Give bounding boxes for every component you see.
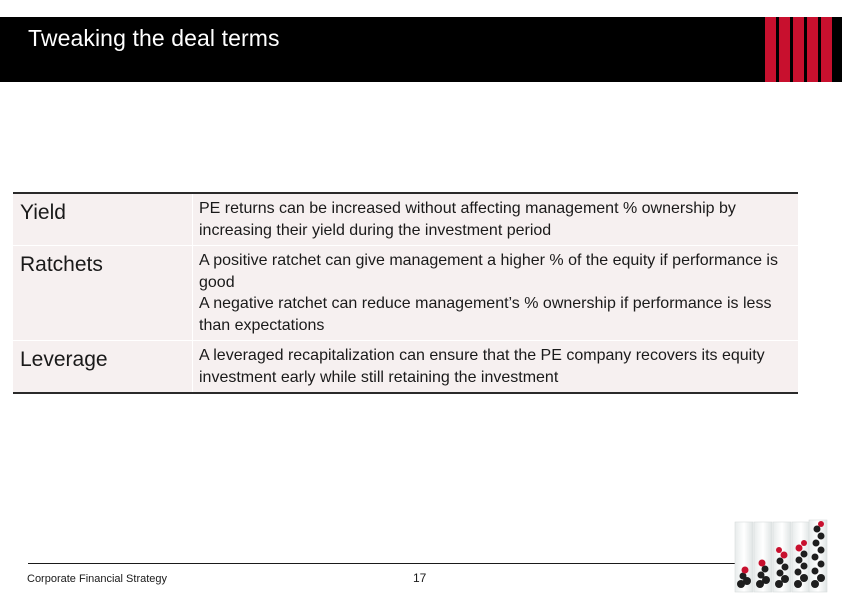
description-text: PE returns can be increased without affe… — [199, 200, 736, 239]
logo-bars — [765, 17, 833, 82]
logo-bar — [779, 17, 790, 82]
deal-terms-table: Yield PE returns can be increased withou… — [13, 192, 798, 394]
page-number: 17 — [413, 571, 427, 585]
logo-bar — [793, 17, 804, 82]
slide-title: Tweaking the deal terms — [28, 25, 280, 51]
description-cell: A positive ratchet can give management a… — [192, 245, 798, 341]
title-bar — [0, 17, 842, 82]
table-row: Leverage A leveraged recapitalization ca… — [13, 340, 798, 393]
term-cell: Leverage — [13, 340, 193, 393]
description-text: A leveraged recapitalization can ensure … — [199, 347, 765, 386]
table-row: Ratchets A positive ratchet can give man… — [13, 245, 798, 341]
description-cell: PE returns can be increased without affe… — [192, 193, 798, 246]
footer-text: Corporate Financial Strategy — [27, 573, 168, 585]
description-cell: A leveraged recapitalization can ensure … — [192, 340, 798, 393]
logo-bar — [765, 17, 776, 82]
table-row: Yield PE returns can be increased withou… — [13, 193, 798, 246]
logo-bar — [807, 17, 818, 82]
description-text: A negative ratchet can reduce management… — [199, 295, 772, 334]
term-cell: Ratchets — [13, 245, 193, 341]
description-text: A positive ratchet can give management a… — [199, 252, 778, 291]
stacked-coins-image — [734, 519, 828, 593]
term-cell: Yield — [13, 193, 193, 246]
footer-divider — [28, 563, 736, 564]
logo-bar — [821, 17, 832, 82]
